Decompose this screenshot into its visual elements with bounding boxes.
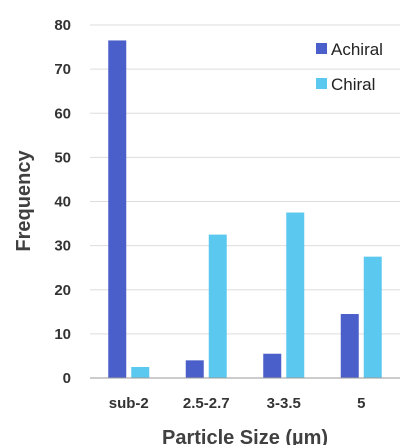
bar-achiral-0: [108, 40, 127, 378]
y-tick-label: 30: [54, 238, 71, 255]
y-tick-label: 50: [54, 149, 71, 166]
y-tick-label: 60: [54, 105, 71, 122]
y-tick-label: 70: [54, 61, 71, 78]
bar-achiral-3: [340, 314, 359, 378]
y-tick-label: 10: [54, 326, 71, 343]
y-tick-label: 20: [54, 282, 71, 299]
legend-swatch-chiral: [316, 78, 327, 89]
x-tick-label: 2.5-2.7: [183, 395, 230, 412]
x-tick-label: sub-2: [109, 395, 149, 412]
x-tick-labels: sub-2 2.5-2.7 3-3.5 5: [109, 395, 366, 412]
y-tick-label: 0: [63, 370, 71, 387]
bars: [108, 40, 382, 378]
x-tick-label: 5: [357, 395, 365, 412]
y-tick-label: 80: [54, 17, 71, 34]
bar-chiral-0: [131, 366, 150, 378]
x-axis-title: Particle Size (µm): [162, 427, 328, 445]
bar-achiral-1: [185, 360, 204, 378]
y-tick-labels: 0 10 20 30 40 50 60 70 80: [54, 17, 71, 387]
y-axis-title: Frequency: [13, 150, 35, 252]
bar-chiral-3: [363, 256, 382, 378]
legend-swatch-achiral: [316, 43, 327, 54]
bar-chiral-1: [208, 234, 227, 378]
y-tick-label: 40: [54, 194, 71, 211]
x-tick-label: 3-3.5: [267, 395, 301, 412]
legend-label-chiral: Chiral: [331, 75, 375, 94]
bar-achiral-2: [263, 353, 282, 378]
bar-chiral-2: [286, 212, 305, 378]
legend-label-achiral: Achiral: [331, 40, 383, 59]
legend: Achiral Chiral: [316, 40, 383, 94]
gridlines: [90, 24, 400, 335]
